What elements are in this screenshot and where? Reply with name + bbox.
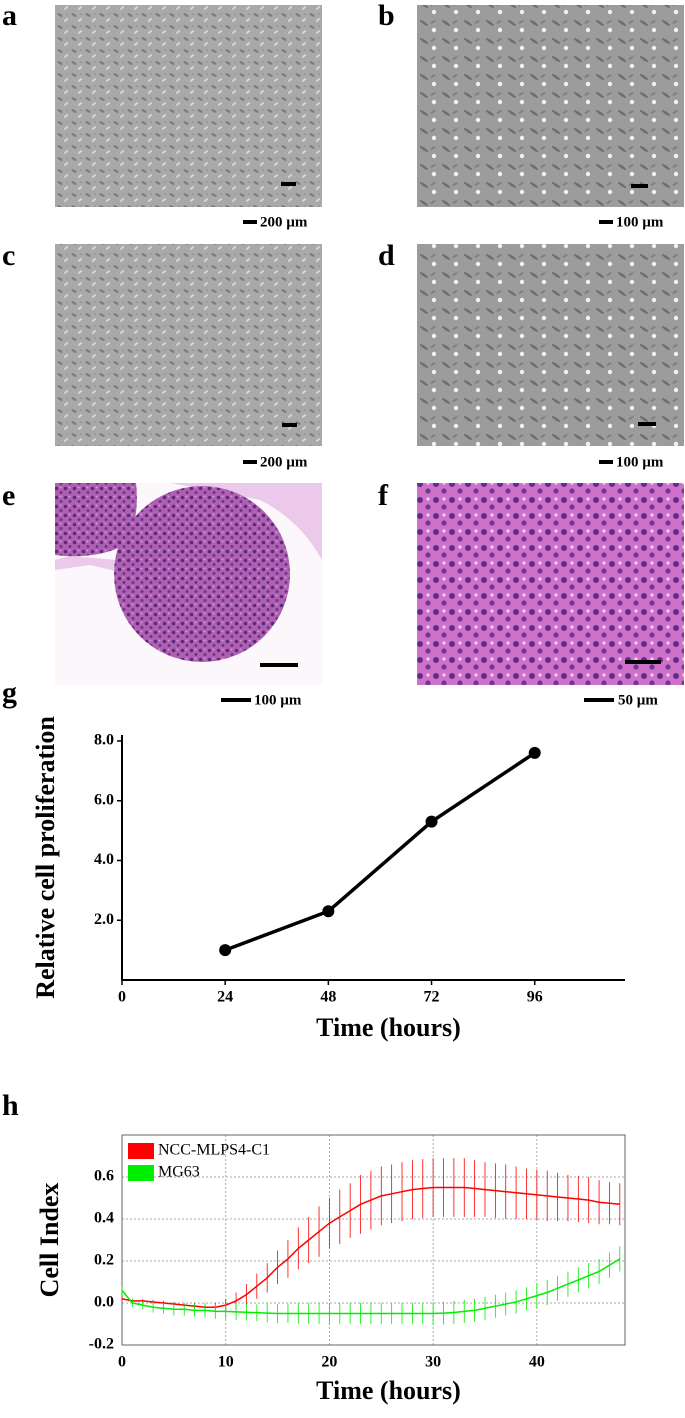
y-axis-label: Relative cell proliferation — [31, 716, 60, 999]
legend-swatch — [128, 1165, 154, 1181]
y-tick-label: 8.0 — [94, 732, 114, 749]
panel-label: c — [2, 239, 15, 272]
x-tick-label: 72 — [424, 989, 440, 1006]
micrograph — [55, 483, 322, 685]
x-tick-label: 0 — [118, 989, 126, 1006]
y-tick-label: 0.0 — [94, 1294, 114, 1311]
plot-frame — [121, 1134, 626, 1346]
series-line — [224, 751, 536, 952]
panel-label: b — [378, 0, 395, 32]
scale-bar — [625, 660, 661, 664]
micrograph — [55, 244, 322, 446]
y-tick-label: 0.2 — [94, 1252, 114, 1269]
x-axis-label: Time (hours) — [316, 1013, 461, 1042]
x-tick-label: 40 — [529, 1354, 545, 1371]
scale-label: 50 µm — [618, 692, 658, 708]
scale-bar — [282, 423, 297, 427]
series-line — [121, 1258, 621, 1315]
scale-bar — [281, 182, 296, 186]
x-tick-label: 20 — [321, 1354, 337, 1371]
x-tick-label: 30 — [425, 1354, 441, 1371]
scale-bar — [599, 460, 613, 464]
x-tick-label: 48 — [320, 989, 336, 1006]
marker — [425, 815, 438, 828]
y-tick-label: 2.0 — [94, 911, 114, 928]
scale-label: 100 µm — [254, 692, 302, 708]
scale-bar — [243, 220, 257, 224]
scale-bar — [599, 220, 613, 224]
marker — [219, 944, 232, 957]
micrograph — [417, 5, 684, 207]
panel-label: g — [2, 676, 17, 709]
scale-label: 100 µm — [616, 454, 664, 470]
marker — [528, 746, 541, 759]
x-tick-label: 0 — [118, 1354, 126, 1371]
legend-label: MG63 — [158, 1164, 200, 1181]
scale-bar — [638, 422, 656, 426]
panel-label: a — [2, 0, 17, 32]
panel-label: d — [378, 239, 395, 272]
scale-bar — [221, 698, 251, 702]
scale-label: 200 µm — [260, 214, 308, 230]
scale-label: 200 µm — [260, 454, 308, 470]
y-axis-label: Cell Index — [35, 1183, 64, 1298]
x-tick-label: 96 — [527, 989, 543, 1006]
micrograph — [417, 483, 684, 685]
x-tick-label: 10 — [218, 1354, 234, 1371]
scale-label: 100 µm — [616, 214, 664, 230]
y-tick-label: 4.0 — [94, 851, 114, 868]
y-tick-label: 0.6 — [94, 1168, 114, 1185]
legend-swatch — [128, 1143, 154, 1159]
y-tick-label: 0.4 — [94, 1210, 114, 1227]
y-tick-label: 6.0 — [94, 791, 114, 808]
x-tick-label: 24 — [217, 989, 233, 1006]
panel-label: f — [378, 479, 389, 512]
scale-bar — [631, 184, 648, 188]
micrograph — [417, 244, 684, 446]
panel-label: e — [2, 479, 15, 512]
legend-label: NCC-MLPS4-C1 — [158, 1142, 270, 1159]
x-axis-label: Time (hours) — [316, 1376, 461, 1405]
panel-label: h — [2, 1089, 19, 1122]
scale-bar — [243, 460, 257, 464]
y-tick-label: -0.2 — [89, 1336, 114, 1353]
marker — [322, 905, 335, 918]
micrograph — [55, 5, 322, 207]
scale-bar — [584, 698, 614, 702]
